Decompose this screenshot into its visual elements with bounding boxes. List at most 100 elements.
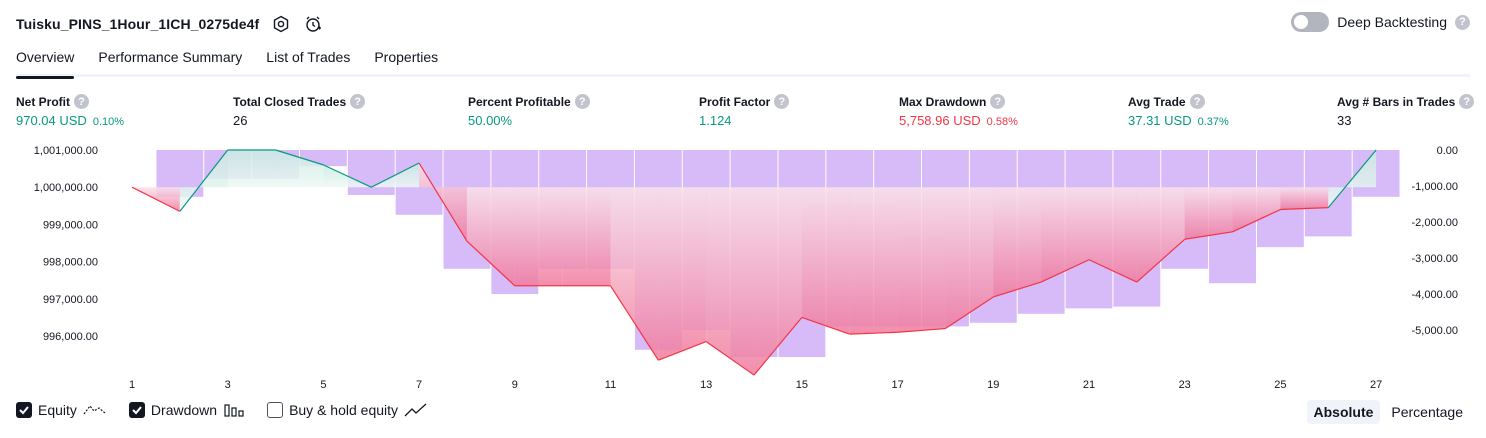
equity-loss-area (563, 187, 611, 286)
metric-percent: 0.58% (987, 116, 1018, 128)
metric-max-drawdown: Max Drawdown? 5,758.96 USD 0.58% (899, 94, 1018, 128)
mode-absolute-button[interactable]: Absolute (1307, 400, 1381, 424)
drawdown-checkbox[interactable] (129, 402, 145, 418)
x-tick-label: 11 (605, 379, 616, 391)
buy-hold-line-icon (404, 402, 428, 418)
equity-loss-area (802, 187, 850, 334)
strategy-title: Tuisku_PINS_1Hour_1ICH_0275de4f (16, 16, 259, 32)
strategy-header: Tuisku_PINS_1Hour_1ICH_0275de4f (16, 12, 323, 36)
metric-label: Avg # Bars in Trades (1337, 95, 1455, 109)
metric-label: Total Closed Trades (233, 95, 346, 109)
drawdown-axis-label: -4,000.00 (1412, 289, 1458, 301)
mode-percentage-button[interactable]: Percentage (1384, 400, 1470, 424)
equity-loss-area (1185, 187, 1233, 239)
legend-label: Equity (38, 402, 77, 418)
equity-loss-area (658, 187, 706, 360)
settings-icon[interactable] (271, 14, 291, 34)
metric-value: 26 (233, 113, 247, 128)
tab-bar: Overview Performance Summary List of Tra… (16, 44, 1470, 77)
x-tick-label: 19 (987, 379, 999, 391)
help-icon[interactable]: ? (774, 94, 789, 109)
metric-label: Percent Profitable (468, 95, 571, 109)
x-tick-label: 9 (512, 379, 518, 391)
equity-loss-area (515, 187, 563, 286)
metric-percent: 0.10% (93, 116, 124, 128)
equity-axis-label: 1,000,000.00 (34, 182, 98, 194)
metric-label: Net Profit (16, 95, 70, 109)
drawdown-axis-label: 0.00 (1437, 145, 1458, 157)
equity-axis-label: 999,000.00 (43, 219, 98, 231)
deep-backtesting-control: Deep Backtesting ? (1291, 12, 1470, 32)
metric-profit-factor: Profit Factor? 1.124 (699, 94, 789, 128)
equity-loss-area (898, 187, 946, 332)
equity-axis-label: 998,000.00 (43, 257, 98, 269)
equity-loss-area (467, 187, 515, 286)
metric-avg-trade: Avg Trade? 37.31 USD 0.37% (1128, 94, 1229, 128)
legend-buy-hold[interactable]: Buy & hold equity (267, 402, 428, 418)
drawdown-axis-label: -3,000.00 (1412, 253, 1458, 265)
metric-value: 970.04 USD (16, 113, 87, 128)
legend-label: Buy & hold equity (289, 402, 398, 418)
x-tick-label: 21 (1083, 379, 1095, 391)
help-icon[interactable]: ? (1190, 94, 1205, 109)
deep-backtesting-toggle[interactable] (1291, 12, 1329, 32)
metric-label: Avg Trade (1128, 95, 1186, 109)
drawdown-axis-label: -5,000.00 (1412, 325, 1458, 337)
chart-legend: Equity Drawdown Buy & hold equity (16, 402, 450, 418)
help-icon[interactable]: ? (990, 94, 1005, 109)
metric-value: 37.31 USD (1128, 113, 1192, 128)
equity-loss-area (611, 187, 659, 360)
drawdown-bars-icon (223, 402, 245, 418)
x-tick-label: 25 (1274, 379, 1286, 391)
help-icon[interactable]: ? (1455, 15, 1470, 30)
drawdown-bar (348, 150, 395, 195)
drawdown-axis-label: -1,000.00 (1412, 181, 1458, 193)
metric-value: 33 (1337, 113, 1351, 128)
legend-label: Drawdown (151, 402, 217, 418)
metric-label: Profit Factor (699, 95, 770, 109)
alert-clock-icon[interactable] (303, 14, 323, 34)
equity-axis-label: 996,000.00 (43, 331, 98, 343)
x-tick-label: 15 (796, 379, 808, 391)
deep-backtesting-label: Deep Backtesting (1337, 14, 1447, 30)
buy-hold-checkbox[interactable] (267, 402, 283, 418)
equity-gain-area (228, 150, 276, 187)
metric-total-closed-trades: Total Closed Trades? 26 (233, 94, 365, 128)
metric-avg-bars: Avg # Bars in Trades? 33 (1337, 94, 1474, 128)
metric-percent: 0.37% (1198, 116, 1229, 128)
scale-mode-switch: Absolute Percentage (1307, 400, 1471, 424)
equity-checkbox[interactable] (16, 402, 32, 418)
x-tick-label: 17 (891, 379, 903, 391)
drawdown-axis-label: -2,000.00 (1412, 217, 1458, 229)
help-icon[interactable]: ? (74, 94, 89, 109)
x-tick-label: 3 (225, 379, 231, 391)
help-icon[interactable]: ? (575, 94, 590, 109)
x-tick-label: 27 (1370, 379, 1382, 391)
x-tick-label: 7 (416, 379, 422, 391)
metric-percent-profitable: Percent Profitable? 50.00% (468, 94, 590, 128)
metric-value: 50.00% (468, 113, 512, 128)
equity-line-icon (83, 402, 107, 418)
help-icon[interactable]: ? (350, 94, 365, 109)
x-tick-label: 1 (129, 379, 135, 391)
equity-loss-area (1280, 187, 1328, 209)
tab-performance-summary[interactable]: Performance Summary (98, 44, 242, 74)
metric-label: Max Drawdown (899, 95, 986, 109)
equity-loss-area (993, 187, 1041, 297)
legend-equity[interactable]: Equity (16, 402, 107, 418)
x-tick-label: 5 (320, 379, 326, 391)
tab-overview[interactable]: Overview (16, 44, 74, 74)
metric-value: 1.124 (699, 113, 732, 128)
legend-drawdown[interactable]: Drawdown (129, 402, 245, 418)
help-icon[interactable]: ? (1459, 94, 1474, 109)
tab-list-of-trades[interactable]: List of Trades (266, 44, 350, 74)
equity-chart[interactable]: 1,001,000.00 1,000,000.00 999,000.00 998,00… (0, 140, 1486, 395)
equity-axis-label: 997,000.00 (43, 294, 98, 306)
metric-value: 5,758.96 USD (899, 113, 981, 128)
metric-net-profit: Net Profit? 970.04 USD 0.10% (16, 94, 124, 128)
equity-axis-label: 1,001,000.00 (34, 145, 98, 157)
x-tick-label: 13 (700, 379, 712, 391)
tab-properties[interactable]: Properties (374, 44, 438, 74)
x-tick-label: 23 (1179, 379, 1191, 391)
equity-loss-area (850, 187, 898, 334)
